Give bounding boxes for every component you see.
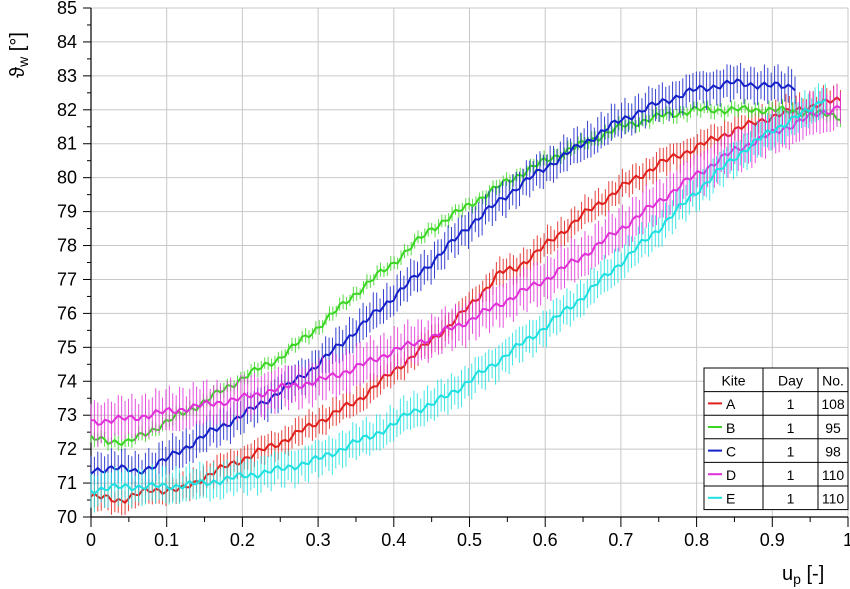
y-tick-label: 71 <box>57 473 77 493</box>
legend-day: 1 <box>787 443 795 459</box>
legend-table: Kite Day No. A 1 108 B 1 95 C 1 98 D 1 110 E 1 110 <box>703 367 849 511</box>
series-line <box>90 78 796 476</box>
y-axis-label-unit: [°] <box>7 32 29 57</box>
legend-count: 110 <box>822 467 845 483</box>
y-tick-label: 84 <box>57 32 77 52</box>
legend-kite: E <box>726 491 735 507</box>
legend-day: 1 <box>787 396 795 412</box>
legend-kite: C <box>726 443 736 459</box>
x-tick-label: 1 <box>843 530 850 550</box>
y-tick-label: 85 <box>57 0 77 18</box>
x-tick-label: 0.9 <box>760 530 785 550</box>
y-tick-label: 76 <box>57 303 77 323</box>
legend-kite: B <box>726 420 735 436</box>
x-tick-label: 0.4 <box>381 530 406 550</box>
series-C <box>90 62 796 493</box>
x-tick-label: 0.8 <box>684 530 709 550</box>
x-tick-label: 0.7 <box>608 530 633 550</box>
legend-day: 1 <box>787 491 795 507</box>
legend-count: 98 <box>825 443 841 459</box>
y-axis-label: ϑw [°] <box>7 32 31 78</box>
x-tick-label: 0.2 <box>230 530 255 550</box>
y-tick-label: 78 <box>57 236 77 256</box>
y-tick-label: 79 <box>57 202 77 222</box>
y-tick-label: 70 <box>57 507 77 527</box>
y-tick-label: 82 <box>57 100 77 120</box>
x-axis-label-subscript: p <box>793 571 801 587</box>
legend-kite: D <box>726 467 736 483</box>
series-E <box>90 83 827 513</box>
y-tick-label: 72 <box>57 439 77 459</box>
y-tick-label: 73 <box>57 405 77 425</box>
x-axis-label: up [-] <box>782 563 824 587</box>
legend-day: 1 <box>787 420 795 436</box>
series-group <box>90 62 842 516</box>
x-axis-label-unit: [-] <box>801 563 824 585</box>
y-tick-label: 74 <box>57 371 77 391</box>
y-axis-label-symbol: ϑ <box>7 67 29 78</box>
legend-count: 95 <box>825 420 841 436</box>
x-tick-label: 0.5 <box>457 530 482 550</box>
series-D <box>90 84 841 448</box>
y-tick-label: 81 <box>57 134 77 154</box>
x-tick-label: 0.1 <box>154 530 179 550</box>
series-line <box>90 98 827 496</box>
tick-labels: 0 0.1 0.2 0.3 0.4 0.5 0.6 0.7 0.8 0.9 1 70 71 72 73 74 7… <box>57 0 850 550</box>
x-tick-label: 0.3 <box>306 530 331 550</box>
x-tick-label: 0.6 <box>533 530 558 550</box>
legend-header: Kite <box>721 373 745 389</box>
series-B <box>90 98 841 451</box>
legend-header: No. <box>822 373 844 389</box>
series-line <box>90 104 841 426</box>
legend-day: 1 <box>787 467 795 483</box>
axes <box>83 7 849 527</box>
y-axis-label-subscript: w <box>15 56 31 68</box>
series-line <box>90 104 841 447</box>
legend-kite: A <box>726 396 736 412</box>
y-tick-label: 80 <box>57 168 77 188</box>
legend-count: 110 <box>822 491 845 507</box>
y-tick-label: 75 <box>57 337 77 357</box>
x-axis-label-symbol: u <box>782 563 793 585</box>
y-tick-label: 83 <box>57 66 77 86</box>
x-tick-label: 0 <box>86 530 96 550</box>
legend-count: 108 <box>821 396 845 412</box>
y-tick-label: 77 <box>57 269 77 289</box>
legend-header: Day <box>778 373 803 389</box>
